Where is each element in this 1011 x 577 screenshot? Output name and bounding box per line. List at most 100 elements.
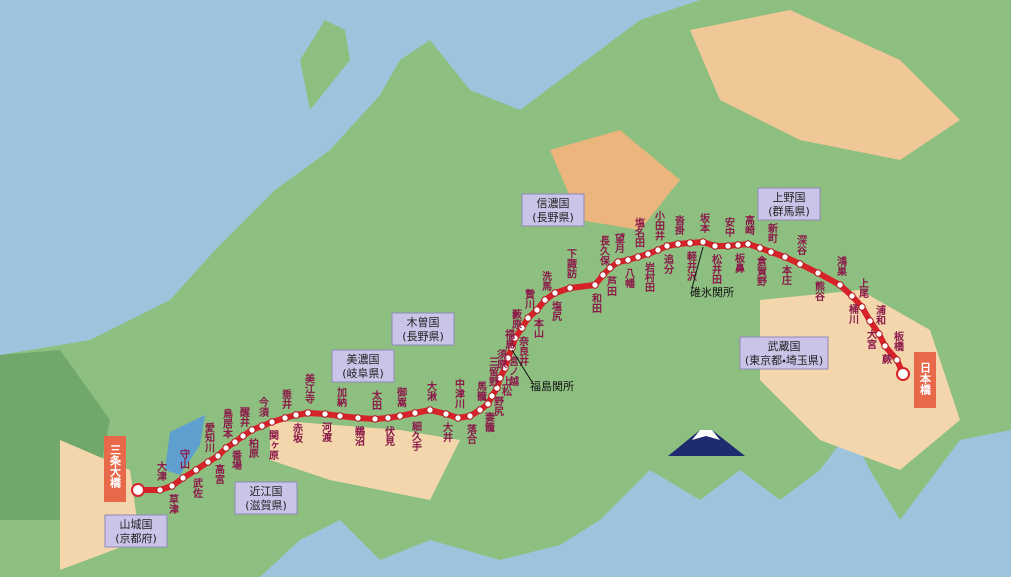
station-label: 落合 bbox=[465, 423, 478, 445]
station-label: 武佐 bbox=[191, 477, 204, 499]
barrier-label: 碓氷関所 bbox=[690, 285, 734, 299]
station-dot bbox=[724, 242, 732, 250]
station-dot bbox=[281, 414, 289, 422]
station-dot bbox=[493, 384, 501, 392]
station-dot bbox=[304, 409, 312, 417]
station-label: 塩尻 bbox=[550, 300, 562, 322]
station-label: 妻籠 bbox=[483, 411, 496, 433]
station-dot bbox=[496, 374, 504, 382]
station-label: 三留野 bbox=[487, 356, 499, 387]
station-label: 板鼻 bbox=[733, 252, 745, 274]
station-dot bbox=[858, 303, 866, 311]
province-box bbox=[104, 514, 168, 548]
endpoint-label: 日本橋 bbox=[919, 362, 933, 396]
station-label: 洗馬 bbox=[540, 270, 552, 292]
station-label: 愛知川 bbox=[203, 421, 216, 453]
station-dot bbox=[354, 414, 362, 422]
station-dot bbox=[488, 392, 496, 400]
province-box bbox=[234, 481, 298, 515]
station-dot bbox=[881, 342, 889, 350]
station-dot bbox=[591, 281, 599, 289]
province-name: 山城国 bbox=[120, 518, 153, 531]
station-label: 醒井 bbox=[238, 407, 250, 428]
station-dot bbox=[168, 482, 176, 490]
station-label: 松井田 bbox=[710, 253, 722, 285]
station-label: 追分 bbox=[662, 253, 675, 275]
endpoint-box bbox=[914, 352, 936, 408]
station-label: 大津 bbox=[155, 460, 167, 482]
highland bbox=[690, 10, 960, 160]
station-dot bbox=[893, 356, 901, 364]
station-dot bbox=[686, 239, 694, 247]
station-label: 熊谷 bbox=[813, 280, 825, 302]
station-label: 須原 bbox=[495, 348, 508, 370]
station-label: 上尾 bbox=[857, 277, 869, 299]
station-dot bbox=[501, 364, 509, 372]
station-dot bbox=[533, 306, 541, 314]
station-dot bbox=[624, 256, 632, 264]
station-label: 小田井 bbox=[653, 209, 666, 241]
station-label: 野尻 bbox=[492, 396, 504, 417]
station-label: 美江寺 bbox=[303, 372, 316, 404]
station-dot bbox=[239, 432, 247, 440]
station-dot bbox=[599, 271, 607, 279]
station-label: 長久保 bbox=[598, 235, 611, 266]
endpoint-dot bbox=[896, 367, 910, 381]
station-dot bbox=[504, 354, 512, 362]
station-label: 守山 bbox=[178, 448, 190, 470]
peninsula bbox=[300, 20, 350, 110]
station-label: 高崎 bbox=[743, 214, 755, 236]
station-label: 安中 bbox=[723, 216, 735, 238]
station-dot bbox=[781, 253, 789, 261]
station-dot bbox=[454, 414, 462, 422]
station-label: 倉賀野 bbox=[755, 255, 768, 287]
station-dot bbox=[484, 400, 492, 408]
station-label: 浦和 bbox=[874, 304, 887, 326]
station-label: 伏見 bbox=[383, 425, 396, 447]
station-dot bbox=[321, 410, 329, 418]
station-label: 宮ノ越 bbox=[507, 355, 520, 387]
station-label: 高宮 bbox=[213, 463, 225, 485]
station-dot bbox=[814, 269, 822, 277]
station-label: 蕨 bbox=[880, 353, 892, 365]
station-label: 大井 bbox=[441, 421, 453, 443]
station-dot bbox=[551, 289, 559, 297]
province-prefecture: (東京都・埼玉県) bbox=[745, 353, 823, 367]
station-dot bbox=[204, 458, 212, 466]
station-dot bbox=[426, 406, 434, 414]
station-label: 大湫 bbox=[425, 380, 437, 402]
station-dot bbox=[566, 284, 574, 292]
province-prefecture: (京都府) bbox=[115, 532, 157, 545]
station-dot bbox=[214, 452, 222, 460]
province-prefecture: (群馬県) bbox=[768, 204, 810, 218]
station-dot bbox=[614, 258, 622, 266]
endpoint-dot bbox=[131, 483, 145, 497]
station-dot bbox=[268, 418, 276, 426]
station-dot bbox=[466, 412, 474, 420]
station-label: 中津川 bbox=[453, 377, 466, 409]
station-label: 垂井 bbox=[280, 388, 292, 410]
station-label: 板橋 bbox=[892, 330, 904, 352]
station-label: 塩名田 bbox=[633, 216, 646, 248]
station-label: 鴻巣 bbox=[835, 255, 848, 277]
province-name: 木曽国 bbox=[407, 315, 440, 329]
station-dot bbox=[222, 444, 230, 452]
station-dot bbox=[634, 253, 642, 261]
station-label: 御嵩 bbox=[395, 386, 408, 408]
station-label: 岩村田 bbox=[643, 261, 656, 293]
fuji-snow bbox=[692, 430, 720, 440]
province-box bbox=[391, 312, 455, 346]
station-label: 今須 bbox=[257, 396, 270, 418]
station-label: 鵜沼 bbox=[353, 425, 366, 447]
province-box bbox=[757, 187, 821, 221]
station-label: 細久手 bbox=[410, 420, 423, 452]
station-dot bbox=[654, 246, 662, 254]
endpoint-box bbox=[104, 436, 126, 502]
province-prefecture: (岐阜県) bbox=[342, 367, 384, 380]
station-label: 桶川 bbox=[847, 303, 860, 325]
station-dot bbox=[734, 241, 742, 249]
station-dot bbox=[371, 415, 379, 423]
station-dot bbox=[756, 244, 764, 252]
station-label: 深谷 bbox=[795, 234, 807, 256]
